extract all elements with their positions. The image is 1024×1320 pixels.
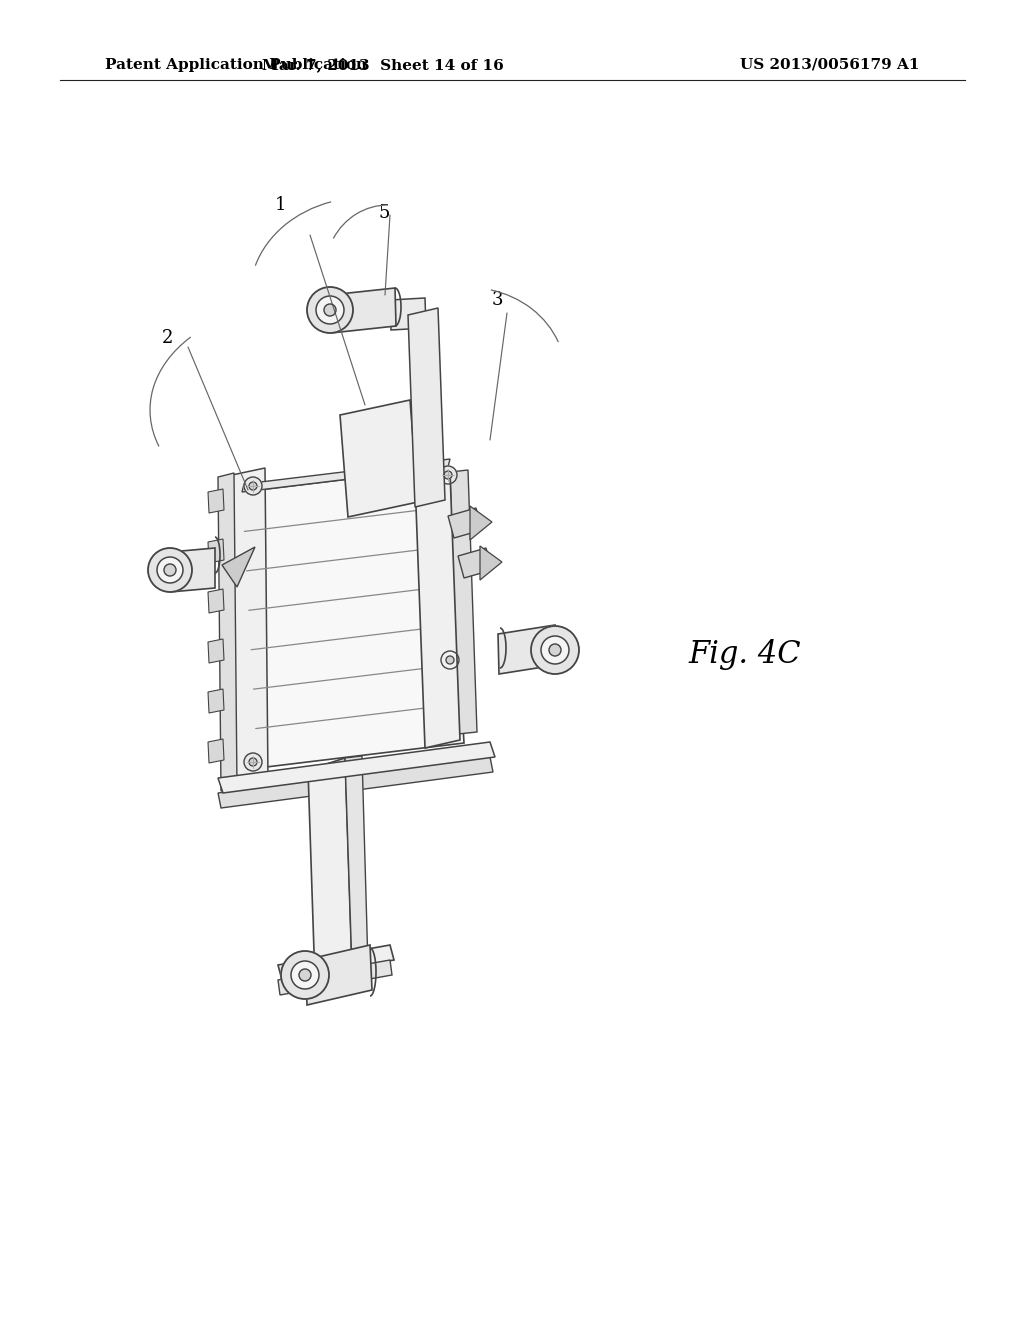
Circle shape bbox=[244, 752, 262, 771]
Polygon shape bbox=[450, 470, 477, 734]
Polygon shape bbox=[458, 548, 492, 578]
Circle shape bbox=[549, 644, 561, 656]
Text: US 2013/0056179 A1: US 2013/0056179 A1 bbox=[740, 58, 920, 73]
Polygon shape bbox=[345, 756, 368, 968]
Circle shape bbox=[164, 564, 176, 576]
Polygon shape bbox=[218, 473, 237, 791]
Circle shape bbox=[148, 548, 193, 591]
Polygon shape bbox=[415, 473, 460, 748]
Text: 2: 2 bbox=[162, 329, 173, 347]
Polygon shape bbox=[470, 506, 492, 540]
Circle shape bbox=[291, 961, 319, 989]
Polygon shape bbox=[218, 742, 495, 793]
Circle shape bbox=[441, 651, 459, 669]
Circle shape bbox=[307, 286, 353, 333]
Polygon shape bbox=[408, 308, 445, 507]
Circle shape bbox=[446, 656, 454, 664]
Circle shape bbox=[299, 969, 311, 981]
Polygon shape bbox=[208, 689, 224, 713]
Polygon shape bbox=[242, 459, 450, 492]
Text: 5: 5 bbox=[378, 205, 389, 222]
Polygon shape bbox=[330, 288, 396, 333]
Circle shape bbox=[316, 296, 344, 323]
Polygon shape bbox=[242, 467, 464, 768]
Circle shape bbox=[531, 626, 579, 675]
Circle shape bbox=[244, 477, 262, 495]
Text: Patent Application Publication: Patent Application Publication bbox=[105, 58, 367, 73]
Polygon shape bbox=[208, 639, 224, 663]
Polygon shape bbox=[218, 756, 493, 808]
Text: Mar. 7, 2013  Sheet 14 of 16: Mar. 7, 2013 Sheet 14 of 16 bbox=[262, 58, 504, 73]
Text: 3: 3 bbox=[492, 290, 504, 309]
Polygon shape bbox=[305, 945, 372, 1005]
Polygon shape bbox=[308, 758, 352, 982]
Polygon shape bbox=[208, 539, 224, 564]
Polygon shape bbox=[222, 546, 255, 587]
Polygon shape bbox=[232, 469, 268, 787]
Circle shape bbox=[439, 466, 457, 484]
Text: Fig. 4C: Fig. 4C bbox=[688, 639, 801, 671]
Text: 1: 1 bbox=[275, 195, 287, 214]
Circle shape bbox=[157, 557, 183, 583]
Polygon shape bbox=[480, 546, 502, 579]
Polygon shape bbox=[208, 589, 224, 612]
Circle shape bbox=[541, 636, 569, 664]
Polygon shape bbox=[449, 508, 482, 539]
Polygon shape bbox=[170, 548, 215, 591]
Circle shape bbox=[249, 758, 257, 766]
Polygon shape bbox=[340, 400, 418, 517]
Polygon shape bbox=[390, 298, 426, 330]
Circle shape bbox=[324, 304, 336, 315]
Polygon shape bbox=[278, 960, 392, 995]
Circle shape bbox=[281, 950, 329, 999]
Circle shape bbox=[249, 482, 257, 490]
Polygon shape bbox=[208, 739, 224, 763]
Circle shape bbox=[444, 471, 452, 479]
Polygon shape bbox=[278, 945, 394, 979]
Polygon shape bbox=[208, 488, 224, 513]
Polygon shape bbox=[498, 624, 556, 675]
